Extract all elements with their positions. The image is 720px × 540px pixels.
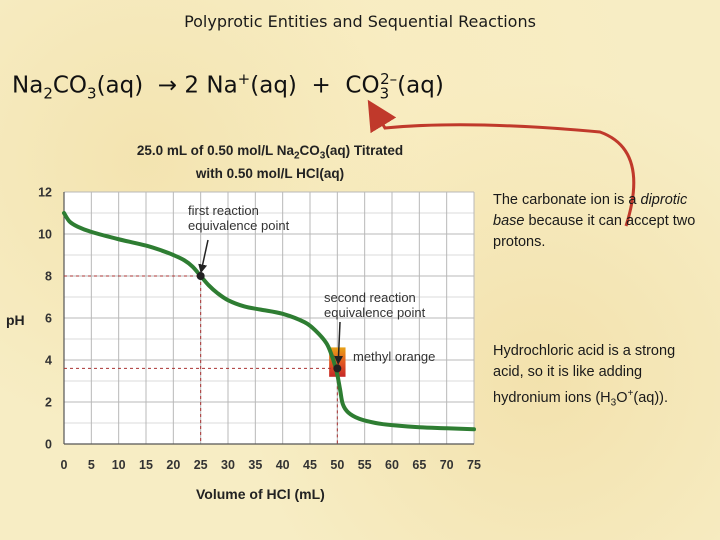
x-tick-label: 65 (412, 458, 426, 472)
x-tick-label: 40 (276, 458, 290, 472)
equivalence-label-line1: first reaction (188, 203, 259, 218)
carbonate-note: The carbonate ion is a diprotic base bec… (493, 192, 696, 250)
equivalence-point-marker (196, 272, 205, 280)
x-tick-label: 5 (88, 458, 95, 472)
tick-labels: 0 5 10 15 20 25 30 35 40 45 50 55 60 65 70 75 0 2 4 6 8 10 12 (38, 186, 481, 473)
x-tick-label: 60 (385, 458, 399, 472)
x-tick-label: 70 (440, 458, 454, 472)
y-tick-label: 4 (45, 354, 52, 368)
titration-curve (62, 211, 476, 432)
curve-layer (62, 211, 476, 432)
hcl-note: Hydrochloric acid is a strong acid, so i… (493, 343, 676, 409)
y-tick-label: 8 (45, 270, 52, 284)
y-tick-label: 10 (38, 228, 52, 242)
x-axis-label: Volume of HCl (mL) (196, 486, 325, 502)
dissociation-equation: Na2CO3(aq) → 2 Na+(aq) + CO32–(aq) (12, 70, 444, 103)
indicator-label: methyl orange (353, 349, 435, 364)
x-tick-label: 75 (467, 458, 481, 472)
equivalence-label-line2: equivalence point (188, 218, 290, 233)
carbonate-pointer-arrow (367, 99, 636, 227)
x-tick-label: 20 (166, 458, 180, 472)
y-tick-label: 0 (45, 438, 52, 452)
equivalence-point-marker (333, 364, 342, 373)
equivalence-point-layer (196, 272, 342, 373)
equivalence-label-line1: second reaction (324, 290, 416, 305)
equivalence-callout-arrow (198, 239, 209, 274)
x-tick-label: 55 (358, 458, 372, 472)
x-tick-label: 35 (248, 458, 262, 472)
x-tick-label: 30 (221, 458, 235, 472)
y-axis-label: pH (6, 312, 25, 328)
y-tick-label: 12 (38, 186, 52, 200)
chart-title: 25.0 mL of 0.50 mol/L Na2CO3(aq) Titrate… (136, 143, 404, 181)
x-tick-label: 45 (303, 458, 317, 472)
y-tick-label: 2 (45, 396, 52, 410)
y-tick-label: 6 (45, 312, 52, 326)
x-tick-label: 25 (194, 458, 208, 472)
equivalence-label-line2: equivalence point (324, 305, 426, 320)
slide-title: Polyprotic Entities and Sequential React… (184, 12, 536, 31)
x-tick-label: 0 (61, 458, 68, 472)
equivalence-callout-arrow (334, 321, 344, 365)
x-tick-label: 15 (139, 458, 153, 472)
x-tick-label: 10 (112, 458, 126, 472)
x-tick-label: 50 (330, 458, 344, 472)
